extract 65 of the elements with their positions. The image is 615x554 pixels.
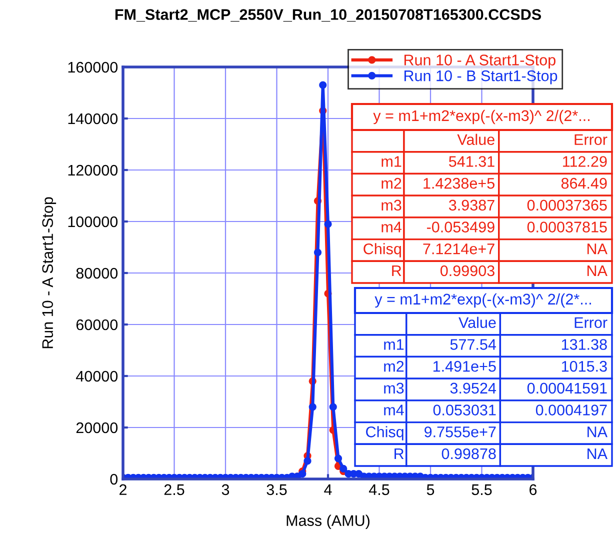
x-tick-label: 2 [120, 484, 126, 495]
y-tick-label: 40000 [76, 370, 118, 382]
annotation: 0.00037365 [527, 200, 607, 211]
chart-title: FM_Start2_MCP_2550V_Run_10_20150708T165300.CCSDS [115, 9, 542, 22]
text: Error [574, 317, 608, 328]
annotation: m2 [382, 178, 402, 189]
annotation: 0.99878 [442, 448, 496, 460]
annotation: 0.00037815 [527, 222, 607, 232]
annotation: 3.9524 [450, 382, 496, 394]
text: Error [574, 134, 608, 146]
text: 1015.3 [562, 360, 607, 372]
x-tick-label: 5 [426, 484, 434, 496]
annotation: m3 [384, 382, 404, 394]
annotation: m3 [382, 200, 402, 211]
annotation: m1 [384, 339, 404, 350]
text: NA [588, 266, 608, 276]
x-tick-label: 2.5 [164, 484, 184, 496]
annotation: 0.00041591 [527, 382, 607, 394]
annotation: 1.491e+5 [433, 360, 496, 372]
text: 864.49 [561, 178, 607, 189]
legend-label: Run 10 - B Start1-Stop [404, 70, 558, 84]
x-tick-label: 3.5 [266, 484, 287, 496]
annotation: 0.99903 [440, 265, 494, 276]
annotation: y = m1+m2*exp(-(x-m3)^ 2/(2*... [373, 110, 590, 124]
y-tick-label: 160000 [68, 62, 118, 73]
y-tick-label: 20000 [76, 422, 118, 434]
text: 112.29 [563, 156, 607, 167]
annotation: Chisq [366, 426, 404, 440]
annotation: R [392, 266, 402, 276]
annotation: m4 [382, 222, 402, 232]
text: 0.0004197 [536, 404, 607, 416]
annotation: 541.31 [448, 156, 494, 167]
annotation: 577.54 [450, 339, 496, 350]
annotation: R [394, 448, 404, 460]
annotation: Value [457, 134, 494, 146]
text: NA [588, 448, 608, 460]
x-axis-title: Mass (AMU) [286, 514, 370, 530]
x-tick-label: 5.5 [472, 484, 492, 496]
annotation: 3.9387 [448, 200, 494, 211]
text: 131.38 [562, 339, 607, 350]
annotation: m2 [384, 360, 404, 372]
y-tick-label: 80000 [76, 268, 118, 279]
text: NA [588, 244, 608, 254]
annotation: y = m1+m2*exp(-(x-m3)^ 2/(2*... [374, 293, 591, 308]
y-tick-label: 120000 [68, 164, 118, 176]
y-tick-label: 100000 [68, 216, 118, 228]
x-tick-label: 6 [530, 484, 537, 496]
annotation: 0.053031 [433, 404, 496, 416]
y-axis-title: Run 10 - A Start1-Stop [42, 197, 56, 348]
annotation: m4 [384, 404, 404, 416]
annotation: 7.1214e+7 [423, 243, 494, 254]
y-tick-label: 60000 [76, 319, 118, 330]
annotation: Value [458, 316, 496, 328]
annotation: 1.4238e+5 [424, 178, 494, 189]
x-tick-label: 4.5 [368, 484, 390, 496]
annotation: m1 [382, 156, 402, 167]
annotation: 9.7555e+7 [424, 426, 496, 438]
y-tick-label: 0 [110, 474, 118, 485]
legend-label: Run 10 - A Start1-Stop [404, 54, 556, 68]
annotation: Chisq [364, 243, 401, 258]
y-tick-label: 140000 [68, 113, 118, 124]
x-tick-label: 4 [324, 484, 332, 495]
text: NA [588, 426, 608, 438]
annotation: -0.053499 [426, 222, 494, 232]
x-tick-label: 3 [222, 484, 230, 496]
